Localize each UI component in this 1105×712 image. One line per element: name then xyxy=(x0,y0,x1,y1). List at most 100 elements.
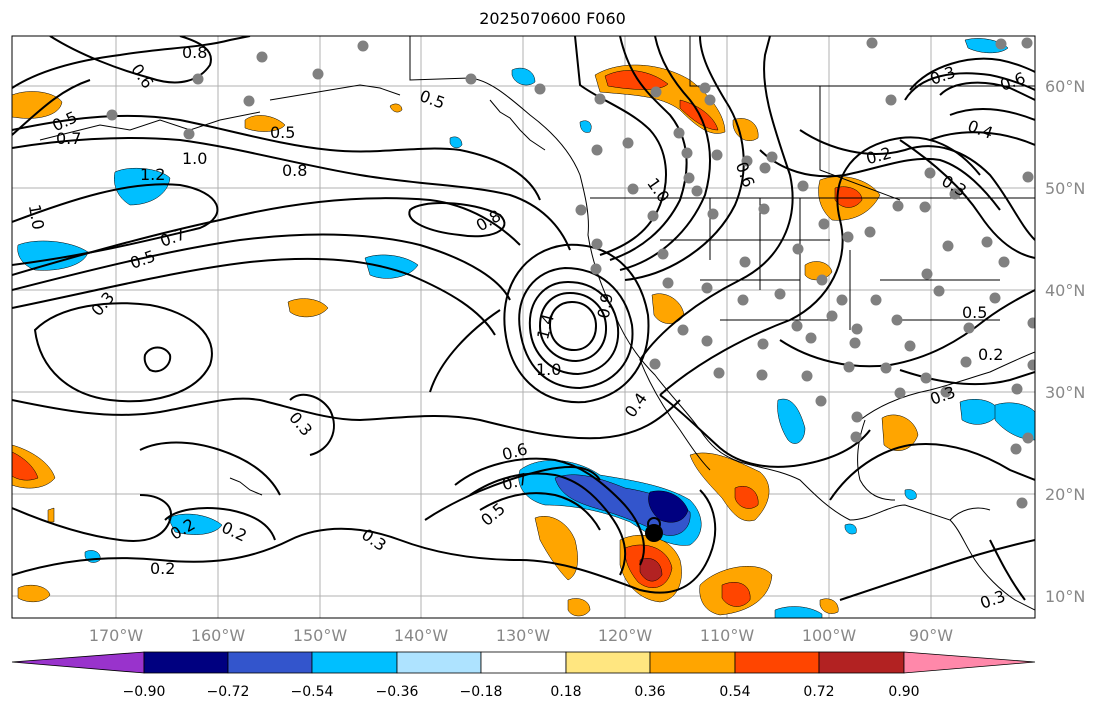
coastlines xyxy=(39,36,1035,611)
contour-label: 1.2 xyxy=(140,165,165,184)
contour-line xyxy=(779,289,1035,368)
latitude-label: 60°N xyxy=(1045,77,1086,96)
negative-anomaly-area xyxy=(579,120,592,133)
colorbar-segment xyxy=(227,651,313,674)
negative-anomaly-area xyxy=(449,136,463,149)
positive-anomaly-area xyxy=(244,115,286,132)
contour-line xyxy=(12,489,717,594)
colorbar-tick-label: −0.18 xyxy=(459,684,503,700)
contour-line xyxy=(49,36,212,84)
contour-lines xyxy=(12,36,1035,601)
contour-label: 0.9 xyxy=(594,292,617,320)
positive-anomaly-core xyxy=(639,558,663,582)
longitude-label: 140°W xyxy=(393,626,449,645)
longitude-label: 90°W xyxy=(908,626,954,645)
positive-anomaly-area xyxy=(17,584,51,603)
negative-anomaly-area xyxy=(844,523,857,535)
longitude-label: 130°W xyxy=(495,626,551,645)
positive-anomaly-area xyxy=(12,91,63,119)
contour-line xyxy=(518,266,634,390)
negative-anomaly-area xyxy=(17,240,89,271)
colorbar-tick-label: 0.90 xyxy=(888,684,920,700)
contour-line xyxy=(289,393,335,456)
positive-anomaly-core xyxy=(834,186,863,208)
positive-anomaly-area xyxy=(389,103,403,113)
contour-line xyxy=(929,131,1035,146)
contour-label: 0.8 xyxy=(182,43,207,62)
plot-title: 2025070600 F060 xyxy=(479,9,626,28)
contour-line xyxy=(12,233,511,301)
contour-line xyxy=(538,291,608,363)
negative-anomaly-area xyxy=(511,67,536,86)
contour-line xyxy=(12,183,219,266)
colorbar-tick-label: −0.36 xyxy=(375,684,419,700)
contour-line xyxy=(479,492,601,531)
contour-label: 0.2 xyxy=(150,559,175,578)
latitude-label: 50°N xyxy=(1045,179,1086,198)
colorbar-segment xyxy=(143,651,229,674)
colorbar-segment xyxy=(565,651,651,674)
colorbar-extend-high xyxy=(903,651,1036,674)
positive-anomaly-area xyxy=(881,414,919,451)
contour-line xyxy=(949,107,1035,121)
negative-anomaly-area xyxy=(994,402,1035,441)
contour-line xyxy=(12,36,251,89)
contour-line xyxy=(12,397,681,440)
contour-line xyxy=(469,472,627,576)
colorbar-tick-label: 0.72 xyxy=(803,684,835,700)
station-markers xyxy=(106,37,1035,509)
latitude-label: 30°N xyxy=(1045,383,1086,402)
colorbar-tick-label: −0.54 xyxy=(290,684,334,700)
contour-label: 1.0 xyxy=(536,360,561,379)
colorbar-segment xyxy=(396,651,482,674)
colorbar-tick-label: 0.36 xyxy=(634,684,666,700)
colorbar-tick-label: 0.18 xyxy=(550,684,582,700)
colorbar-extend-low xyxy=(11,651,145,674)
contour-line xyxy=(12,79,91,136)
contour-line xyxy=(12,257,496,336)
contour-line xyxy=(639,36,794,361)
contour-label: 0.8 xyxy=(282,161,307,180)
positive-anomaly-core xyxy=(604,70,669,90)
longitude-label: 110°W xyxy=(699,626,755,645)
latitude-label: 20°N xyxy=(1045,485,1086,504)
storm-center-marker xyxy=(645,517,663,542)
contour-line xyxy=(799,129,1035,241)
colorbar-segment xyxy=(311,651,398,674)
colorbar-segment xyxy=(480,651,567,674)
contour-line xyxy=(989,539,1026,601)
longitude-label: 160°W xyxy=(190,626,246,645)
colorbar-segment xyxy=(818,651,905,674)
contour-line xyxy=(143,346,172,373)
colorbar-tick-label: −0.90 xyxy=(122,684,166,700)
longitude-label: 170°W xyxy=(88,626,144,645)
latitude-label: 40°N xyxy=(1045,281,1086,300)
contour-line xyxy=(528,280,620,376)
contour-line xyxy=(164,507,276,541)
contour-line xyxy=(939,81,1035,101)
positive-anomaly-area xyxy=(819,598,839,614)
positive-anomaly-core xyxy=(734,486,759,509)
negative-anomaly-area xyxy=(777,398,806,444)
negative-anomaly-area xyxy=(114,167,171,206)
contour-line xyxy=(424,466,601,521)
longitude-label: 100°W xyxy=(801,626,857,645)
contour-line xyxy=(759,149,1001,211)
colorbar-segment xyxy=(734,651,820,674)
contour-line xyxy=(408,202,506,238)
contour-line xyxy=(33,302,213,403)
positive-anomaly-area xyxy=(287,298,329,318)
colorbar-tick-label: −0.72 xyxy=(206,684,250,700)
contour-line xyxy=(139,441,281,496)
contour-line xyxy=(829,443,1035,501)
contour-line xyxy=(624,36,745,281)
positive-anomaly-area xyxy=(804,261,833,281)
contour-line xyxy=(12,137,571,251)
contour-line xyxy=(899,139,1035,259)
negative-anomaly-area xyxy=(904,489,917,500)
contour-line xyxy=(619,36,711,271)
contour-label: 1.0 xyxy=(182,149,207,168)
contour-line xyxy=(429,36,667,393)
contour-line xyxy=(659,394,871,468)
positive-anomaly-area xyxy=(567,598,591,617)
